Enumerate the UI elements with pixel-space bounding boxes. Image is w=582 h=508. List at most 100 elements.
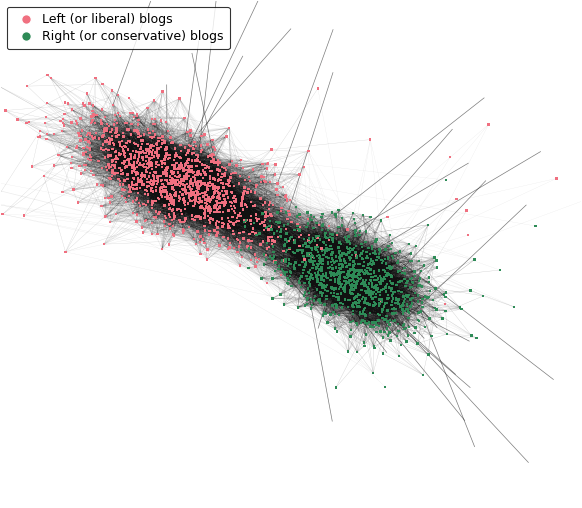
Point	[343, 225, 353, 233]
Point	[243, 188, 252, 197]
Point	[152, 180, 162, 188]
Point	[122, 170, 132, 178]
Point	[332, 229, 342, 237]
Point	[165, 220, 175, 228]
Point	[107, 136, 116, 144]
Point	[314, 281, 324, 289]
Point	[373, 284, 382, 293]
Point	[366, 292, 375, 300]
Point	[360, 278, 369, 287]
Point	[115, 112, 125, 120]
Point	[394, 287, 403, 295]
Point	[379, 302, 389, 310]
Point	[323, 258, 332, 266]
Point	[318, 260, 327, 268]
Point	[155, 137, 164, 145]
Point	[285, 210, 294, 218]
Point	[261, 212, 271, 220]
Point	[283, 220, 293, 228]
Point	[308, 234, 318, 242]
Point	[105, 174, 114, 182]
Point	[306, 249, 315, 258]
Point	[371, 237, 380, 245]
Point	[317, 226, 327, 234]
Point	[376, 280, 385, 288]
Point	[368, 294, 378, 302]
Point	[80, 166, 90, 174]
Point	[167, 206, 176, 214]
Point	[113, 169, 123, 177]
Point	[249, 225, 258, 233]
Point	[203, 163, 212, 171]
Point	[209, 193, 218, 201]
Point	[371, 272, 380, 280]
Point	[213, 205, 222, 213]
Point	[125, 137, 134, 145]
Point	[98, 181, 108, 189]
Point	[156, 190, 165, 199]
Point	[166, 197, 175, 205]
Point	[264, 205, 274, 213]
Point	[118, 185, 127, 194]
Point	[361, 310, 370, 319]
Point	[169, 175, 178, 183]
Point	[399, 298, 409, 306]
Point	[194, 184, 203, 192]
Point	[249, 219, 258, 227]
Point	[403, 331, 413, 339]
Point	[229, 230, 238, 238]
Point	[74, 131, 84, 139]
Point	[328, 236, 337, 244]
Point	[134, 199, 144, 207]
Point	[278, 183, 288, 192]
Point	[208, 136, 217, 144]
Point	[214, 161, 223, 169]
Point	[232, 214, 242, 222]
Point	[333, 294, 343, 302]
Point	[340, 257, 349, 265]
Legend: Left (or liberal) blogs, Right (or conservative) blogs: Left (or liberal) blogs, Right (or conse…	[7, 7, 230, 49]
Point	[58, 115, 68, 123]
Point	[360, 258, 369, 266]
Point	[100, 194, 109, 202]
Point	[79, 144, 88, 152]
Point	[336, 289, 346, 297]
Point	[199, 214, 208, 222]
Point	[304, 238, 314, 246]
Point	[246, 187, 255, 196]
Point	[312, 271, 321, 279]
Point	[245, 177, 254, 185]
Point	[310, 213, 319, 221]
Point	[175, 216, 184, 225]
Point	[296, 274, 305, 282]
Point	[205, 174, 215, 182]
Point	[204, 195, 214, 203]
Point	[131, 168, 140, 176]
Point	[352, 232, 361, 240]
Point	[184, 182, 193, 190]
Point	[371, 283, 381, 292]
Point	[291, 259, 300, 267]
Point	[359, 310, 368, 318]
Point	[187, 176, 196, 184]
Point	[175, 194, 184, 202]
Point	[200, 205, 209, 213]
Point	[268, 236, 277, 244]
Point	[253, 258, 262, 266]
Point	[348, 282, 357, 290]
Point	[344, 248, 353, 257]
Point	[287, 282, 296, 290]
Point	[406, 275, 416, 283]
Point	[206, 206, 215, 214]
Point	[128, 209, 137, 217]
Point	[149, 142, 158, 150]
Point	[240, 176, 249, 184]
Point	[142, 168, 151, 176]
Point	[286, 267, 295, 275]
Point	[219, 192, 228, 200]
Point	[400, 275, 409, 283]
Point	[306, 295, 315, 303]
Point	[196, 177, 205, 185]
Point	[192, 187, 201, 196]
Point	[360, 318, 370, 326]
